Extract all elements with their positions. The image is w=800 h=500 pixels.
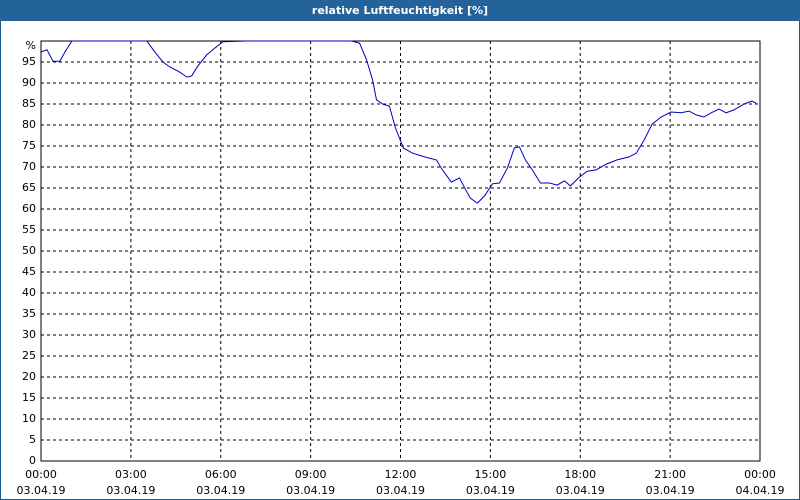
x-tick-label: 15:00 <box>475 468 507 481</box>
title-bar <box>0 0 800 21</box>
x-tick-label: 21:00 <box>654 468 686 481</box>
y-tick-label: 15 <box>22 391 36 404</box>
y-tick-label: 20 <box>22 370 36 383</box>
y-tick-label: % <box>26 39 36 52</box>
y-tick-label: 85 <box>22 97 36 110</box>
y-tick-label: 70 <box>22 160 36 173</box>
y-tick-label: 55 <box>22 223 36 236</box>
x-tick-date: 03.04.19 <box>376 484 425 497</box>
x-tick-date: 03.04.19 <box>466 484 515 497</box>
x-tick-date: 03.04.19 <box>286 484 335 497</box>
x-tick-label: 00:00 <box>744 468 776 481</box>
y-tick-label: 25 <box>22 349 36 362</box>
x-tick-label: 09:00 <box>295 468 327 481</box>
data-line <box>40 40 757 204</box>
y-tick-label: 90 <box>22 76 36 89</box>
x-tick-label: 18:00 <box>564 468 596 481</box>
y-tick-label: 45 <box>22 265 36 278</box>
x-tick-label: 06:00 <box>205 468 237 481</box>
x-tick-date: 03.04.19 <box>646 484 695 497</box>
x-tick-date: 03.04.19 <box>17 484 66 497</box>
y-tick-label: 80 <box>22 118 36 131</box>
y-tick-label: 75 <box>22 139 36 152</box>
y-tick-label: 40 <box>22 286 36 299</box>
plot-frame <box>40 40 761 462</box>
y-tick-label: 5 <box>29 433 36 446</box>
y-tick-label: 50 <box>22 244 36 257</box>
x-tick-date: 04.04.19 <box>736 484 785 497</box>
x-tick-date: 03.04.19 <box>556 484 605 497</box>
x-tick-label: 03:00 <box>115 468 147 481</box>
y-tick-label: 65 <box>22 181 36 194</box>
x-tick-label: 12:00 <box>385 468 417 481</box>
y-tick-label: 95 <box>22 55 36 68</box>
y-tick-label: 30 <box>22 328 36 341</box>
x-tick-date: 03.04.19 <box>106 484 155 497</box>
chart-title: relative Luftfeuchtigkeit [%] <box>312 4 488 17</box>
y-tick-label: 10 <box>22 412 36 425</box>
y-tick-label: 60 <box>22 202 36 215</box>
y-tick-label: 35 <box>22 307 36 320</box>
x-tick-date: 03.04.19 <box>196 484 245 497</box>
x-tick-label: 00:00 <box>25 468 57 481</box>
y-tick-label: 0 <box>29 454 36 467</box>
